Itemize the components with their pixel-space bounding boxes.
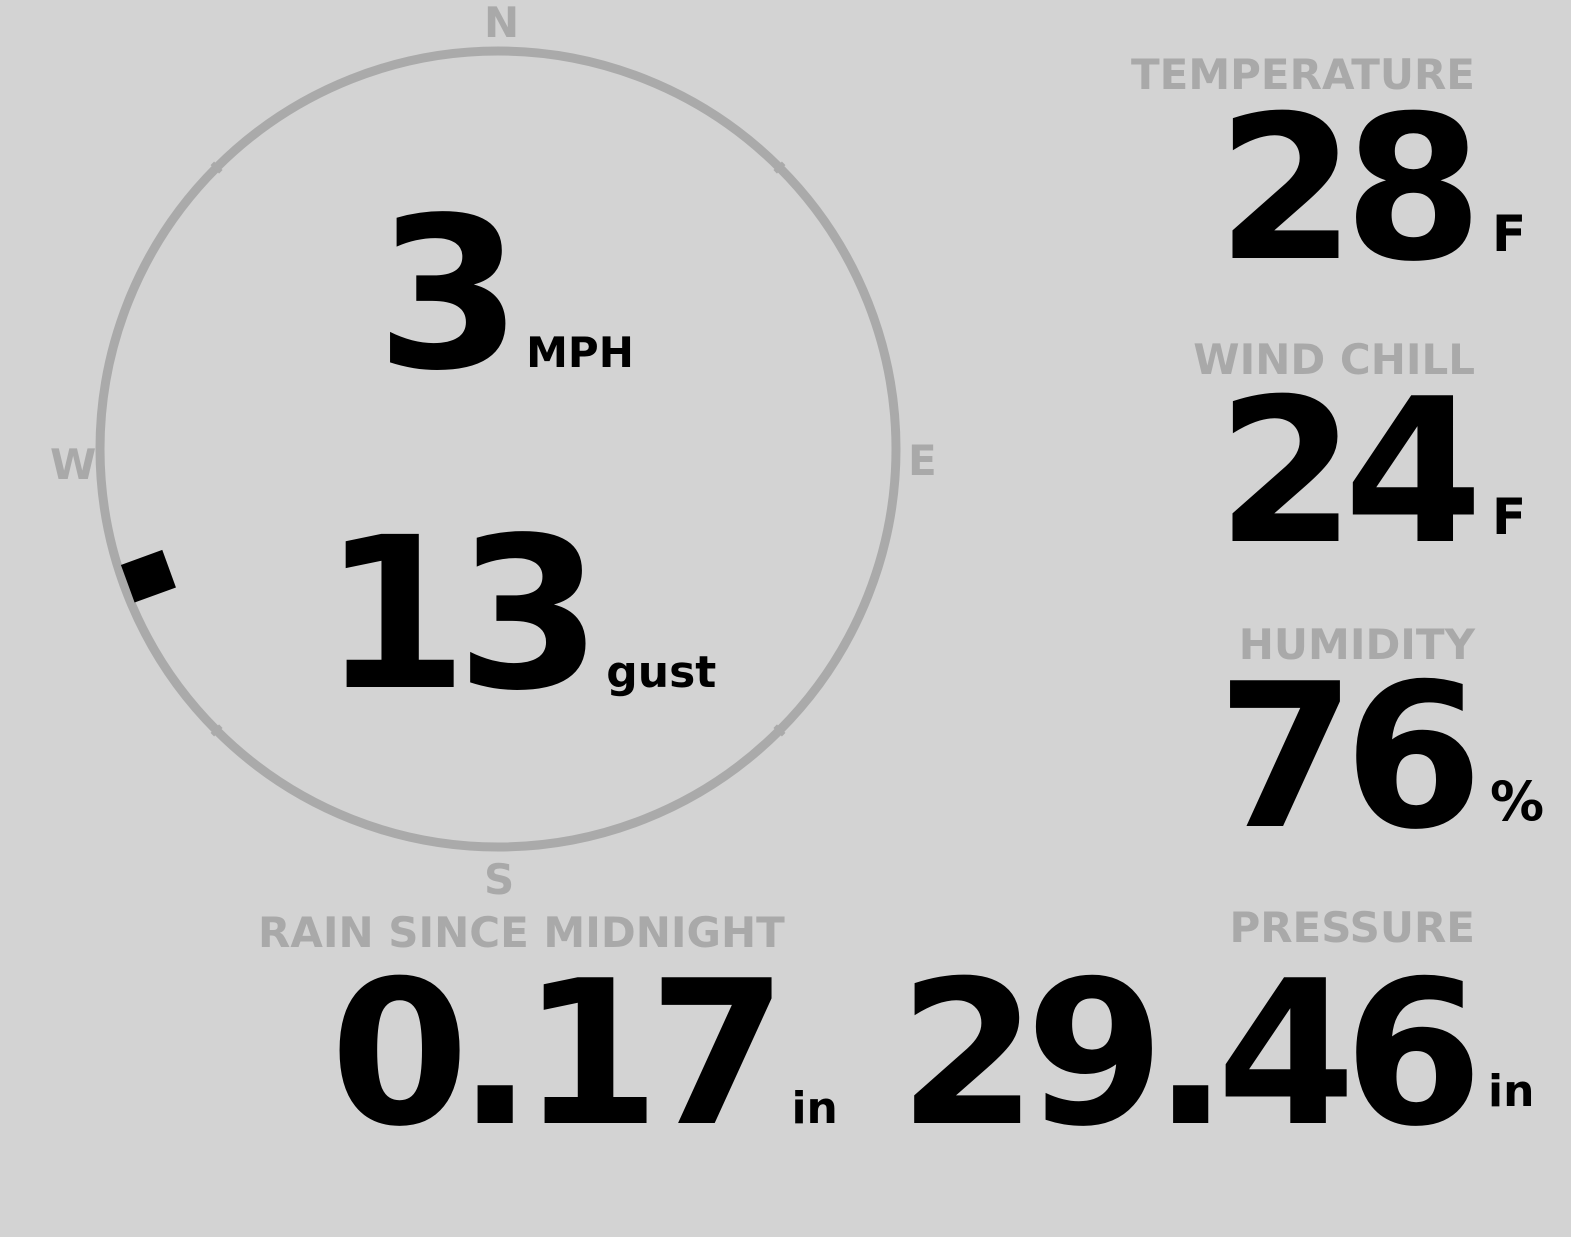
compass-tick [210,724,223,737]
pressure-value: 29.46 [898,938,1483,1171]
humidity-label: HUMIDITY [1238,620,1475,669]
humidity-unit: % [1490,770,1545,833]
temperature-value: 28 [1216,73,1483,306]
temperature-label: TEMPERATURE [1131,50,1475,99]
pressure-label: PRESSURE [1229,903,1475,952]
compass-tick [773,724,786,737]
rain-value: 0.17 [330,938,787,1171]
rain-reading: 0.17 in [330,955,838,1155]
humidity-value: 76 [1216,641,1483,874]
compass-tick [210,161,223,174]
compass-south: S [484,855,515,904]
wind-chill-unit: F [1492,488,1527,546]
temperature-unit: F [1492,205,1527,263]
compass-west: W [50,440,97,489]
compass-east: E [908,436,937,485]
wind-gust-value: 13 [322,492,602,737]
compass-tick [773,161,786,174]
wind-speed: 3 MPH [376,190,634,400]
wind-gust: 13 gust [322,510,716,720]
wind-gust-unit: gust [606,647,717,698]
wind-speed-unit: MPH [526,328,634,377]
wind-chill-value: 24 [1216,356,1483,589]
rain-label: RAIN SINCE MIDNIGHT [258,908,785,957]
compass-north: N [484,0,520,47]
compass-ring [95,46,901,852]
wind-direction-marker [120,549,176,603]
wind-chill-label: WIND CHILL [1193,335,1475,384]
wind-speed-value: 3 [376,172,522,417]
wind-compass [95,46,901,852]
rain-unit: in [791,1083,838,1134]
pressure-unit: in [1488,1066,1535,1117]
